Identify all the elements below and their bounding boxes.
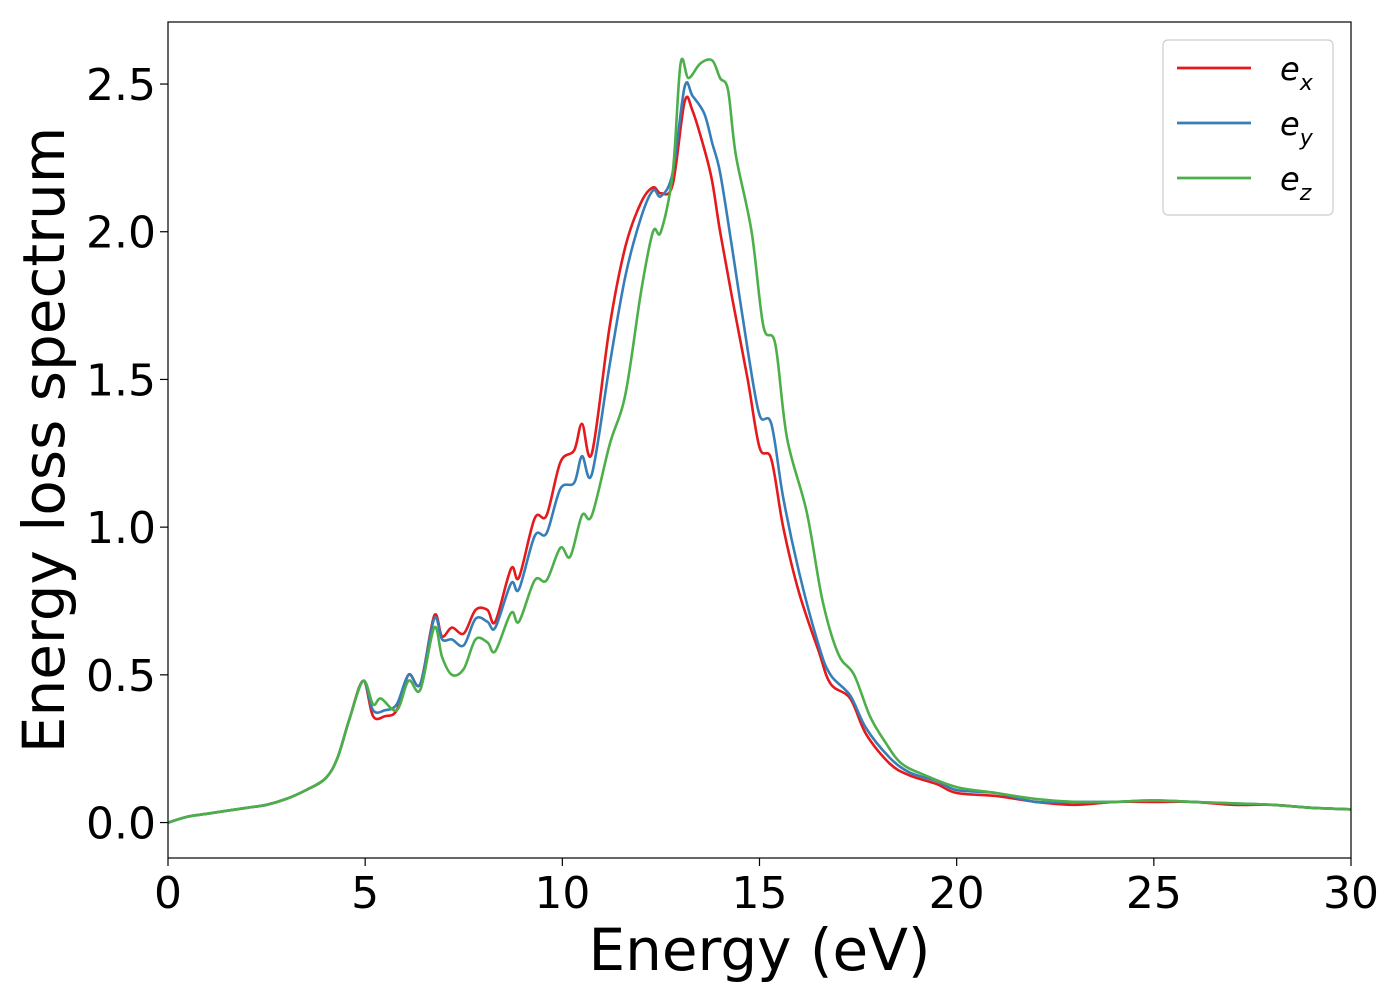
x-tick-label: 10 — [534, 868, 590, 919]
y-tick-label: 1.5 — [86, 355, 156, 406]
series-layer — [168, 57, 1351, 824]
y-tick-label: 1.0 — [86, 503, 156, 554]
x-axis-title: Energy (eV) — [588, 916, 930, 984]
y-tick-label: 2.0 — [86, 208, 156, 259]
legend-label-y: ey — [1280, 105, 1314, 151]
legend-box — [1162, 39, 1334, 216]
legend-label-subscript: x — [1299, 71, 1314, 96]
x-tick-label: 0 — [154, 868, 182, 919]
x-tick-label: 15 — [732, 868, 788, 919]
legend-label-base: e — [1280, 105, 1300, 143]
y-tick-label: 0.0 — [86, 799, 156, 850]
x-tick-label: 25 — [1126, 868, 1182, 919]
legend-label-base: e — [1280, 160, 1300, 198]
x-tick-label: 20 — [929, 868, 985, 919]
legend-label-z: ez — [1280, 160, 1312, 206]
legend-label-x: ex — [1280, 50, 1314, 96]
x-tick-label: 5 — [351, 868, 379, 919]
x-tick-label: 30 — [1323, 868, 1379, 919]
legend-label-subscript: y — [1299, 126, 1314, 151]
y-tick-label: 0.5 — [86, 651, 156, 702]
y-tick-label: 2.5 — [86, 60, 156, 111]
y-axis-title: Energy loss spectrum — [10, 127, 78, 753]
y-axis: 0.0 0.5 1.0 1.5 2.0 2.5 — [86, 60, 168, 850]
x-axis: 0 5 10 15 20 25 30 — [154, 858, 1379, 919]
legend-label-subscript: z — [1299, 181, 1312, 206]
legend-label-base: e — [1280, 50, 1300, 88]
series-line-z — [168, 57, 1351, 824]
